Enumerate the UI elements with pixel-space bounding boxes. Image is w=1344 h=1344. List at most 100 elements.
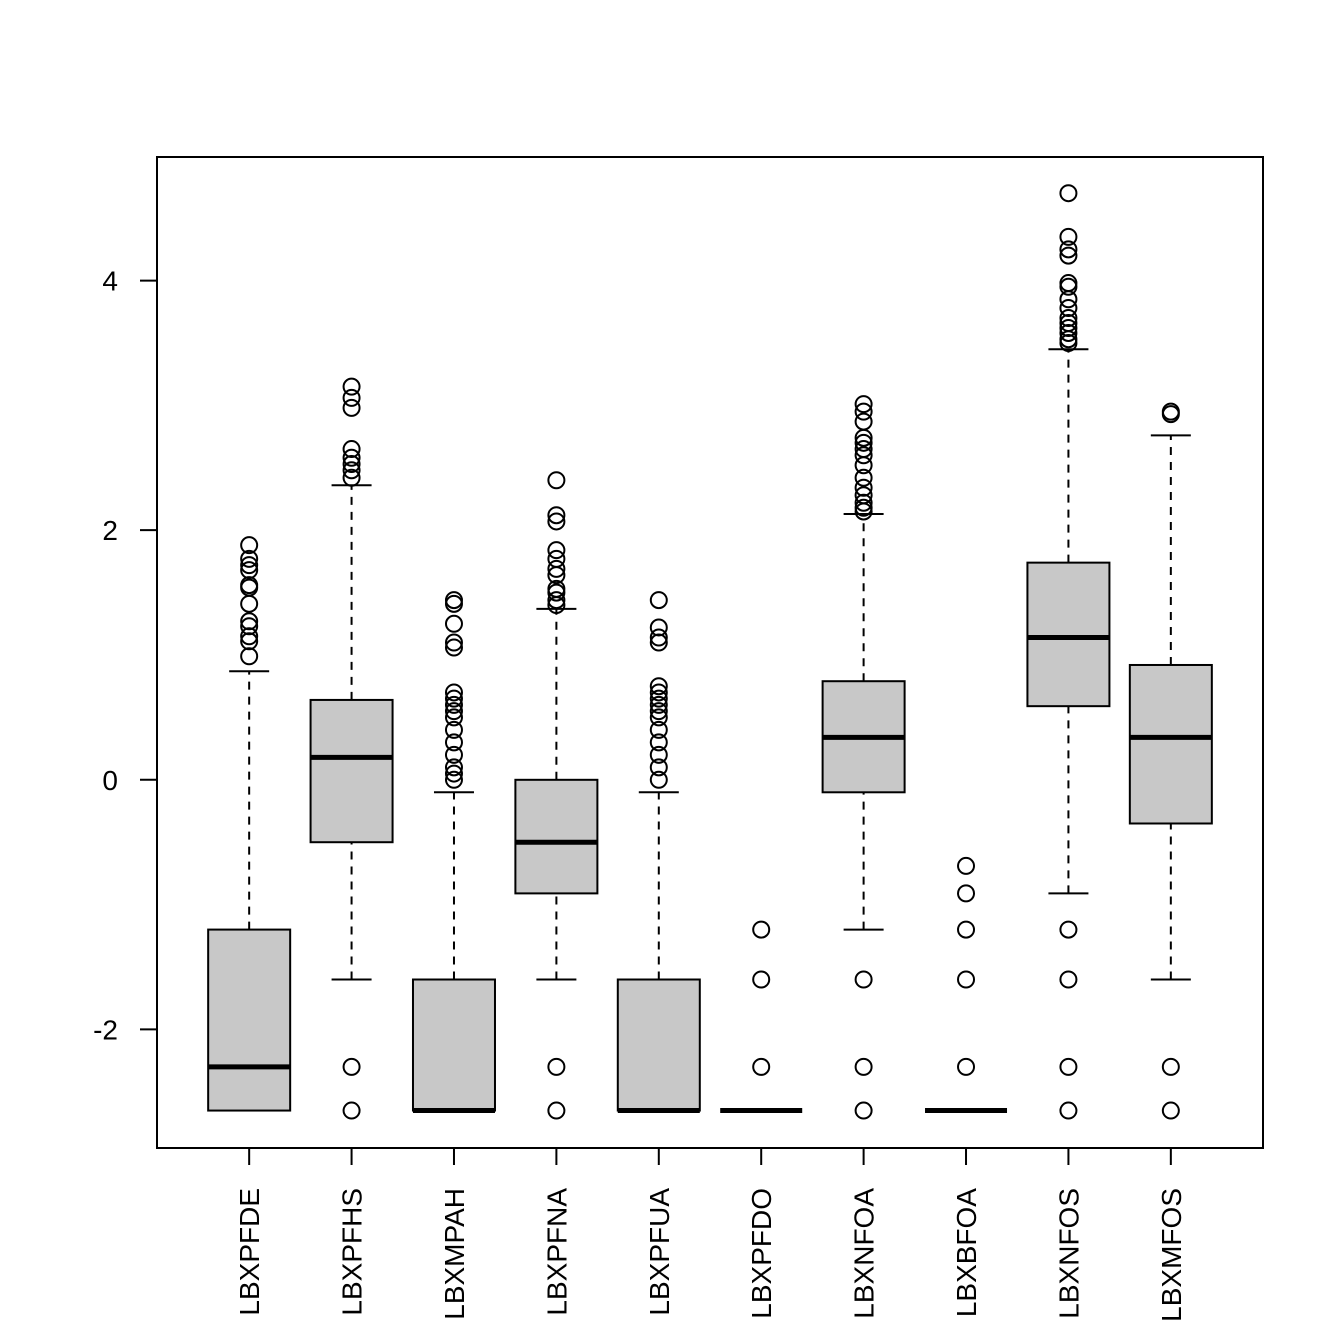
outlier	[240, 576, 259, 595]
box	[1026, 561, 1111, 708]
outlier	[854, 486, 873, 505]
y-tick-label: 2	[102, 515, 118, 546]
outlier	[854, 478, 873, 497]
outlier	[1059, 240, 1078, 259]
outlier	[649, 633, 668, 652]
outlier	[1059, 920, 1078, 939]
outlier	[444, 758, 463, 777]
outlier	[854, 468, 873, 487]
box	[411, 978, 496, 1112]
y-tick-label: 4	[102, 266, 118, 297]
outlier	[854, 1101, 873, 1120]
outlier	[752, 970, 771, 989]
outlier	[649, 708, 668, 727]
outlier	[444, 614, 463, 633]
outlier	[240, 632, 259, 651]
outlier	[1059, 1101, 1078, 1120]
outlier	[957, 884, 976, 903]
x-tick-label: LBXPFDE	[234, 1188, 265, 1316]
outlier	[1059, 313, 1078, 332]
box	[514, 778, 599, 895]
outlier	[1059, 299, 1078, 318]
outlier	[342, 448, 361, 467]
outlier	[444, 733, 463, 752]
outlier	[649, 591, 668, 610]
outlier	[444, 594, 463, 613]
outlier	[649, 628, 668, 647]
outlier	[957, 1057, 976, 1076]
box	[207, 928, 292, 1112]
outlier	[854, 412, 873, 431]
outlier	[342, 440, 361, 459]
outlier	[547, 541, 566, 560]
outlier	[854, 498, 873, 517]
outlier	[547, 471, 566, 490]
box	[616, 978, 701, 1112]
outlier	[240, 561, 259, 580]
outlier	[444, 745, 463, 764]
outlier	[240, 556, 259, 575]
outlier	[957, 856, 976, 875]
outlier	[1059, 184, 1078, 203]
box	[309, 698, 394, 844]
outlier	[957, 920, 976, 939]
outlier	[547, 559, 566, 578]
outlier	[444, 708, 463, 727]
x-tick-label: LBXPFUA	[644, 1188, 675, 1316]
outlier	[342, 1101, 361, 1120]
outlier	[547, 512, 566, 531]
outlier	[240, 612, 259, 631]
outlier	[547, 579, 566, 598]
x-tick-label: LBXMFOS	[1156, 1188, 1187, 1322]
outlier	[854, 493, 873, 512]
outlier	[649, 677, 668, 696]
outlier	[649, 695, 668, 714]
y-tick-label: 0	[102, 765, 118, 796]
plot-frame	[156, 156, 1264, 1149]
outlier	[342, 461, 361, 480]
outlier	[649, 745, 668, 764]
outlier	[240, 594, 259, 613]
outlier	[342, 398, 361, 417]
outlier	[1059, 970, 1078, 989]
outlier	[444, 764, 463, 783]
x-tick-label: LBXNFOS	[1053, 1188, 1084, 1319]
x-tick-label: LBXPFNA	[541, 1188, 572, 1316]
x-tick-label: LBXMPAH	[439, 1188, 470, 1320]
outlier	[649, 618, 668, 637]
outlier	[649, 689, 668, 708]
outlier	[752, 920, 771, 939]
outlier	[1161, 1101, 1180, 1120]
outlier	[444, 702, 463, 721]
outlier	[444, 695, 463, 714]
outlier	[1059, 277, 1078, 296]
outlier	[649, 770, 668, 789]
outlier	[1161, 402, 1180, 421]
outlier	[649, 702, 668, 721]
outlier	[342, 455, 361, 474]
outlier	[444, 591, 463, 610]
outlier	[444, 633, 463, 652]
outlier	[649, 720, 668, 739]
outlier	[1059, 323, 1078, 342]
outlier	[240, 549, 259, 568]
outlier	[854, 1057, 873, 1076]
outlier	[1059, 1057, 1078, 1076]
x-tick-label: LBXBFOA	[951, 1188, 982, 1317]
outlier	[1059, 227, 1078, 246]
outlier	[854, 446, 873, 465]
outlier	[854, 433, 873, 452]
box	[1128, 663, 1213, 825]
outlier	[240, 617, 259, 636]
outlier	[547, 1057, 566, 1076]
outlier	[1059, 318, 1078, 337]
outlier	[1059, 246, 1078, 265]
outlier	[240, 627, 259, 646]
outlier	[1059, 274, 1078, 293]
x-tick-label: LBXNFOA	[849, 1188, 880, 1319]
outlier	[649, 758, 668, 777]
outlier	[547, 1101, 566, 1120]
outlier	[854, 395, 873, 414]
outlier	[752, 1057, 771, 1076]
